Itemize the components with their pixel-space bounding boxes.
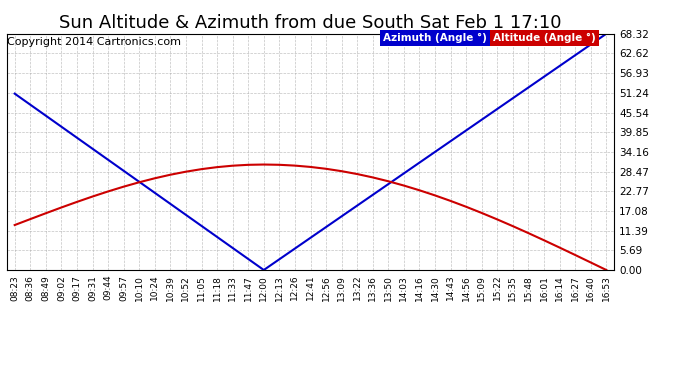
Text: Azimuth (Angle °): Azimuth (Angle °) xyxy=(384,33,487,43)
Text: Copyright 2014 Cartronics.com: Copyright 2014 Cartronics.com xyxy=(7,37,181,47)
Title: Sun Altitude & Azimuth from due South Sat Feb 1 17:10: Sun Altitude & Azimuth from due South Sa… xyxy=(59,14,562,32)
Text: Altitude (Angle °): Altitude (Angle °) xyxy=(493,33,595,43)
